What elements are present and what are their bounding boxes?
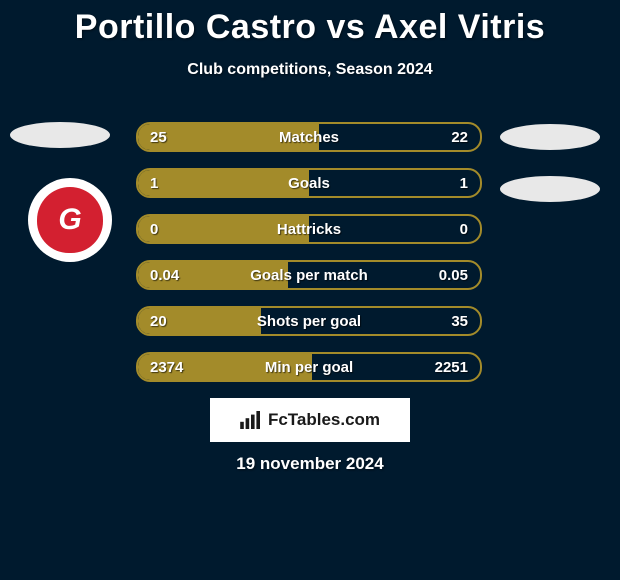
stats-container: 25 Matches 22 1 Goals 1 0 Hattricks 0 0.04 Goals p… bbox=[136, 122, 482, 398]
team-badge-shield: G bbox=[37, 187, 103, 253]
stat-row: 0.04 Goals per match 0.05 bbox=[136, 260, 482, 290]
stat-label: Min per goal bbox=[265, 359, 353, 376]
footer-date: 19 november 2024 bbox=[0, 454, 620, 474]
stat-left-value: 1 bbox=[150, 175, 158, 192]
stat-label: Hattricks bbox=[277, 221, 341, 238]
player-photo-left-placeholder bbox=[10, 122, 110, 148]
player-photo-right-placeholder-1 bbox=[500, 124, 600, 150]
stat-row: 1 Goals 1 bbox=[136, 168, 482, 198]
stat-label: Goals per match bbox=[250, 267, 368, 284]
stat-right-value: 1 bbox=[460, 175, 468, 192]
stat-left-value: 0.04 bbox=[150, 267, 179, 284]
team-badge-letter: G bbox=[58, 203, 81, 237]
stat-left-value: 0 bbox=[150, 221, 158, 238]
stat-row: 20 Shots per goal 35 bbox=[136, 306, 482, 336]
bar-chart-icon bbox=[240, 411, 262, 429]
stat-left-value: 20 bbox=[150, 313, 167, 330]
stat-label: Matches bbox=[279, 129, 339, 146]
stat-right-value: 0.05 bbox=[439, 267, 468, 284]
team-badge: G bbox=[28, 178, 112, 262]
stat-left-value: 25 bbox=[150, 129, 167, 146]
stat-fill bbox=[138, 170, 309, 196]
stat-label: Goals bbox=[288, 175, 330, 192]
stat-row: 25 Matches 22 bbox=[136, 122, 482, 152]
stat-label: Shots per goal bbox=[257, 313, 361, 330]
stat-row: 0 Hattricks 0 bbox=[136, 214, 482, 244]
page-subtitle: Club competitions, Season 2024 bbox=[0, 61, 620, 79]
stat-right-value: 2251 bbox=[435, 359, 468, 376]
stat-right-value: 22 bbox=[451, 129, 468, 146]
stat-right-value: 35 bbox=[451, 313, 468, 330]
page-title: Portillo Castro vs Axel Vitris bbox=[0, 0, 620, 47]
stat-row: 2374 Min per goal 2251 bbox=[136, 352, 482, 382]
watermark: FcTables.com bbox=[210, 398, 410, 442]
stat-right-value: 0 bbox=[460, 221, 468, 238]
watermark-text: FcTables.com bbox=[268, 410, 380, 430]
player-photo-right-placeholder-2 bbox=[500, 176, 600, 202]
stat-left-value: 2374 bbox=[150, 359, 183, 376]
